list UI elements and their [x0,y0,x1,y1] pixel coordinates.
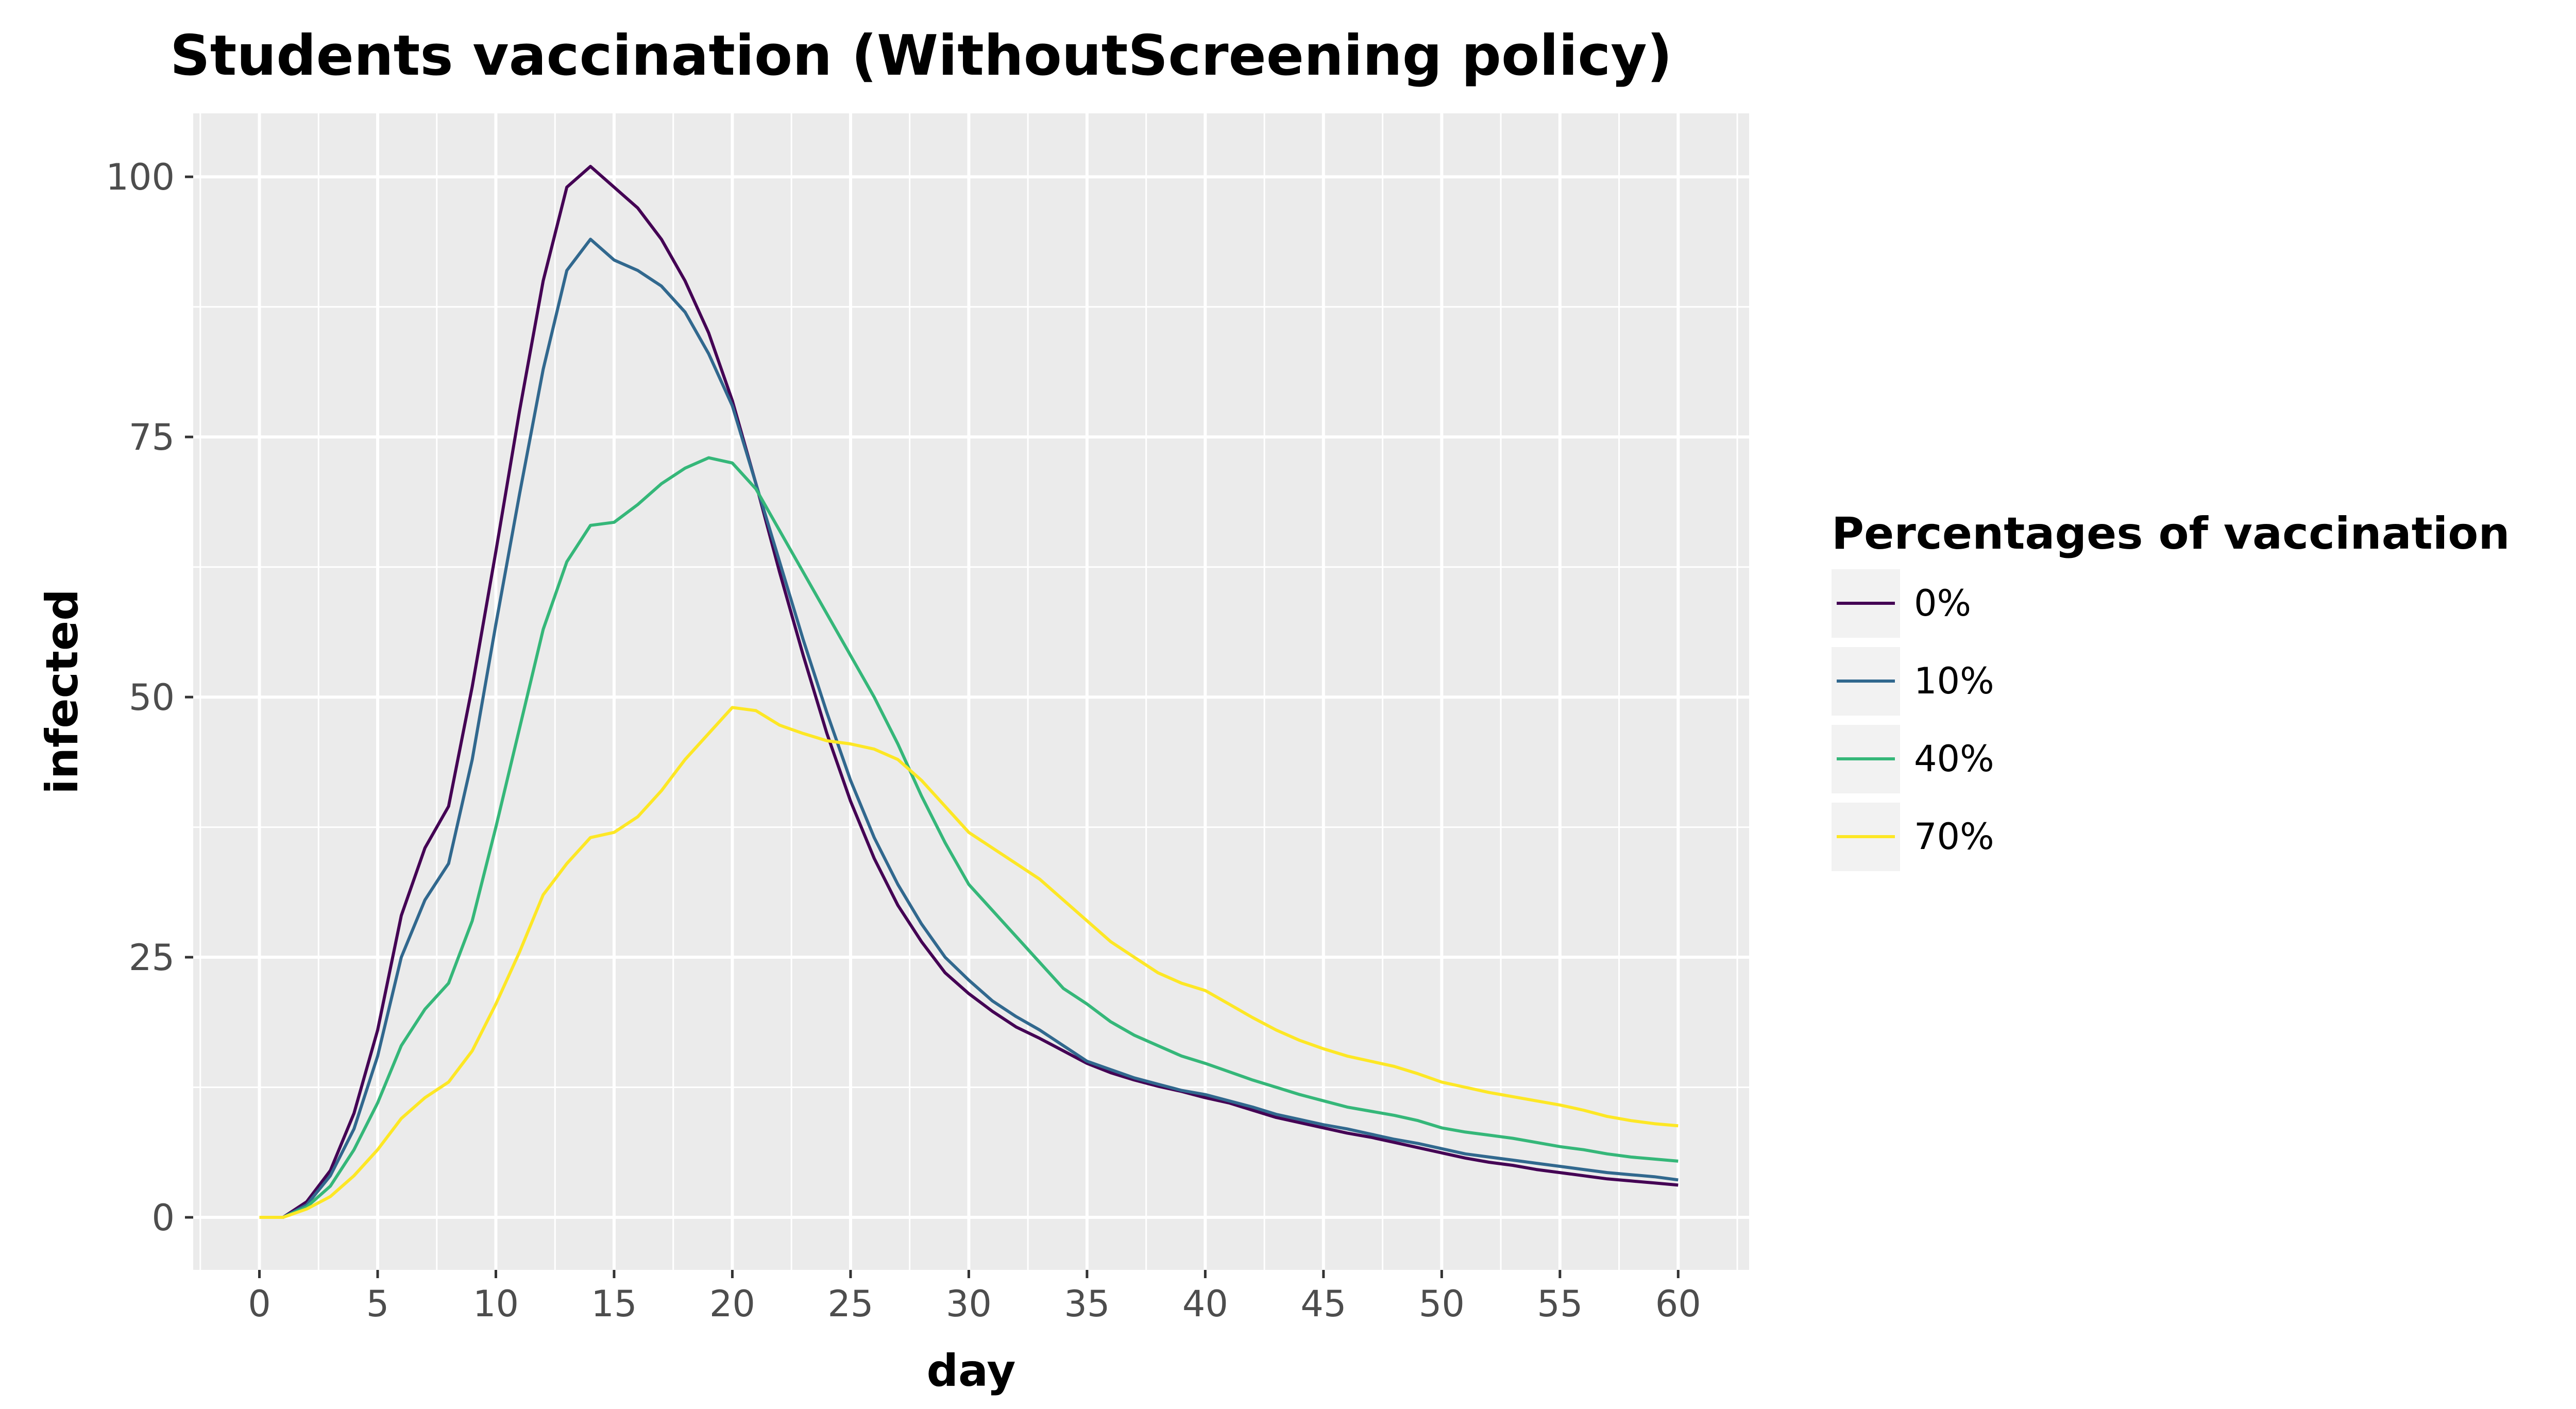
legend-label: 40% [1914,738,1994,780]
major-gridlines [193,113,1749,1270]
y-tick-label: 75 [129,416,175,459]
series-line-3 [259,706,1679,1219]
x-tick-label: 5 [366,1283,389,1325]
x-tick-label: 50 [1419,1283,1465,1325]
x-tick-label: 30 [946,1283,992,1325]
legend-label: 70% [1914,816,1994,858]
x-tick-label: 55 [1537,1283,1583,1325]
x-axis-title: day [926,1345,1015,1397]
x-tick-label: 60 [1655,1283,1701,1325]
x-tick-label: 20 [709,1283,755,1325]
x-axis-ticks: 0 5 10 15 20 25 30 35 40 45 50 55 60 [248,1270,1701,1325]
legend: Percentages of vaccination 0% 10% 40% 70% [1832,508,2510,871]
chart-title: Students vaccination (WithoutScreening p… [170,24,1672,88]
x-tick-label: 25 [827,1283,873,1325]
x-tick-label: 40 [1182,1283,1228,1325]
legend-label: 0% [1914,582,1971,624]
series-line-1 [259,237,1679,1219]
x-tick-label: 15 [591,1283,637,1325]
legend-items: 0% 10% 40% 70% [1832,569,1994,871]
y-tick-label: 100 [106,156,175,198]
y-axis-title: infected [37,589,88,794]
legend-title: Percentages of vaccination [1832,508,2510,559]
x-tick-label: 10 [473,1283,519,1325]
y-tick-label: 25 [129,937,175,979]
y-tick-label: 0 [151,1197,175,1239]
x-tick-label: 35 [1064,1283,1110,1325]
series-line-0 [259,165,1679,1219]
series-line-2 [259,456,1679,1219]
legend-label: 10% [1914,660,1994,702]
series-lines [259,165,1679,1219]
y-axis-ticks: 0 25 50 75 100 [106,156,193,1239]
y-tick-label: 50 [129,676,175,719]
x-tick-label: 0 [248,1283,271,1325]
minor-gridlines [193,113,1749,1270]
x-tick-label: 45 [1300,1283,1346,1325]
